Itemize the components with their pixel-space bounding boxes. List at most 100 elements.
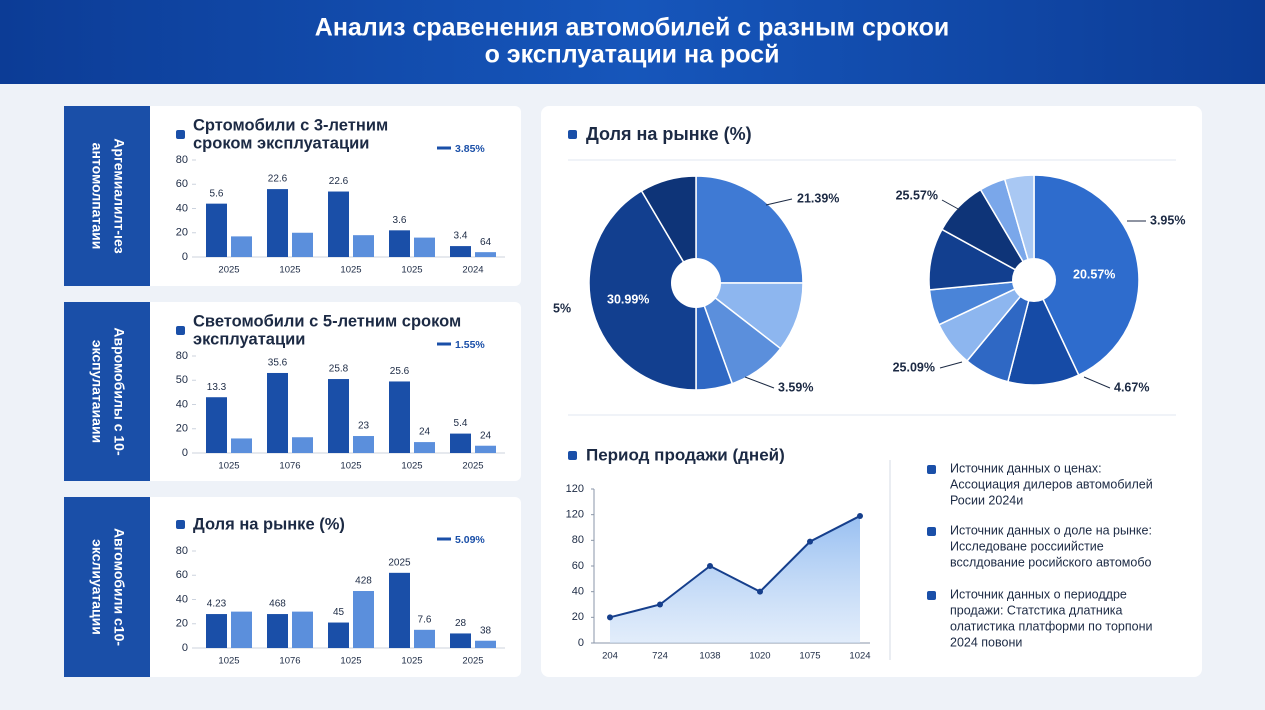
- source-text: Источник данных о доле на рынке:: [950, 523, 1152, 537]
- x-tick-label: 1025: [401, 265, 422, 276]
- bar-annotation: 24: [419, 427, 431, 438]
- donut-hole: [1012, 258, 1056, 302]
- bar: [206, 614, 227, 648]
- x-tick-label: 204: [602, 651, 618, 662]
- pie-slice: [588, 189, 697, 391]
- x-tick-label: 1075: [799, 651, 820, 662]
- point: [607, 614, 613, 621]
- side-label: Авромобилы с 10-: [111, 327, 127, 456]
- bar: [267, 189, 288, 257]
- x-tick-label: 1025: [218, 656, 239, 667]
- x-tick-label: 2025: [218, 265, 239, 276]
- side-label: экслиуатации: [89, 539, 105, 635]
- bar: [475, 640, 496, 648]
- bar-annotation: 38: [480, 625, 492, 636]
- x-tick-label: 1025: [279, 265, 300, 276]
- y-tick-label: 40: [572, 586, 584, 598]
- bar: [389, 230, 410, 257]
- bar: [206, 397, 227, 453]
- x-tick-label: 1024: [849, 651, 870, 662]
- bar-annotation: 24: [480, 430, 492, 441]
- bar: [328, 379, 349, 453]
- bar: [328, 622, 349, 648]
- bullet: [176, 326, 185, 335]
- pie-label: 3.95%: [1150, 213, 1185, 227]
- y-tick-label: 80: [572, 534, 584, 546]
- pie-label: 5%: [553, 301, 571, 315]
- bar: [231, 236, 252, 257]
- header-title: Анализ сравенения автомобилей с разным с…: [315, 14, 949, 42]
- x-tick-label: 2025: [462, 656, 483, 667]
- side-label: экспулатаиаии: [89, 340, 105, 443]
- bar: [353, 591, 374, 648]
- x-tick-label: 724: [652, 651, 668, 662]
- pie-label: 30.99%: [607, 292, 649, 306]
- bar: [389, 381, 410, 453]
- y-tick-label: 0: [182, 642, 188, 654]
- bar: [231, 438, 252, 453]
- bar: [414, 442, 435, 453]
- leader-line: [744, 376, 775, 389]
- bullet: [568, 451, 577, 460]
- donut-hole: [671, 258, 721, 308]
- side-strip: [64, 497, 150, 677]
- side-strip: [64, 302, 150, 481]
- chart-title: Доля на рынке (%): [193, 515, 345, 533]
- bar-annotation: 25.8: [329, 364, 349, 375]
- y-tick-label: 20: [176, 227, 188, 239]
- source-text: Ассоциация дилеров автомобилей: [950, 477, 1153, 491]
- x-tick-label: 1025: [401, 656, 422, 667]
- pie-label: 25.09%: [893, 360, 935, 374]
- source-text: продажи: Статстика длатника: [950, 603, 1123, 617]
- chart-title: сроком эксплуатации: [193, 134, 369, 152]
- x-tick-label: 1076: [279, 656, 300, 667]
- bar-annotation: 428: [355, 576, 372, 587]
- leader-line: [765, 198, 793, 206]
- x-tick-label: 1020: [749, 651, 770, 662]
- bar-annotation: 4.23: [207, 599, 227, 610]
- y-tick-label: 20: [176, 618, 188, 630]
- bar-annotation: 3.6: [393, 215, 407, 226]
- point: [807, 538, 813, 545]
- x-tick-label: 1038: [699, 651, 720, 662]
- x-tick-label: 1025: [218, 461, 239, 472]
- bar: [292, 232, 313, 257]
- y-tick-label: 60: [572, 560, 584, 572]
- y-tick-label: 80: [176, 350, 188, 362]
- pie-label: 3.59%: [778, 380, 813, 394]
- legend-label: 3.85%: [455, 143, 485, 155]
- pie-label: 21.39%: [797, 191, 839, 205]
- side-label: антомолпатаии: [89, 143, 105, 250]
- bar-annotation: 28: [455, 618, 467, 629]
- bar: [353, 436, 374, 453]
- y-tick-label: 0: [182, 447, 188, 459]
- y-tick-label: 60: [176, 178, 188, 190]
- bullet: [176, 520, 185, 529]
- bar-annotation: 45: [333, 607, 345, 618]
- bar: [353, 235, 374, 257]
- side-label: Авгомобили с10-: [111, 528, 127, 646]
- x-tick-label: 1076: [279, 461, 300, 472]
- bar-annotation: 468: [269, 599, 286, 610]
- bar: [414, 629, 435, 648]
- leader-line: [1083, 376, 1111, 389]
- pie-slice: [640, 175, 697, 286]
- chart-title: Светомобили с 5-летним сроком: [193, 312, 461, 330]
- bar-annotation: 22.6: [329, 176, 349, 187]
- chart-title: Доля на рынке (%): [586, 124, 752, 144]
- pie-label: 4.67%: [1114, 380, 1149, 394]
- y-tick-label: 80: [176, 545, 188, 557]
- bar-annotation: 2025: [388, 557, 411, 568]
- x-tick-label: 1025: [340, 265, 361, 276]
- pie-slice: [1033, 174, 1140, 377]
- source-text: Росии 2024и: [950, 493, 1023, 507]
- source-text: Исследоване россиийстие: [950, 539, 1104, 553]
- bar: [450, 633, 471, 648]
- bar: [267, 614, 288, 648]
- bar: [450, 433, 471, 453]
- y-tick-label: 60: [176, 569, 188, 581]
- bullet: [927, 527, 936, 536]
- bar: [475, 252, 496, 257]
